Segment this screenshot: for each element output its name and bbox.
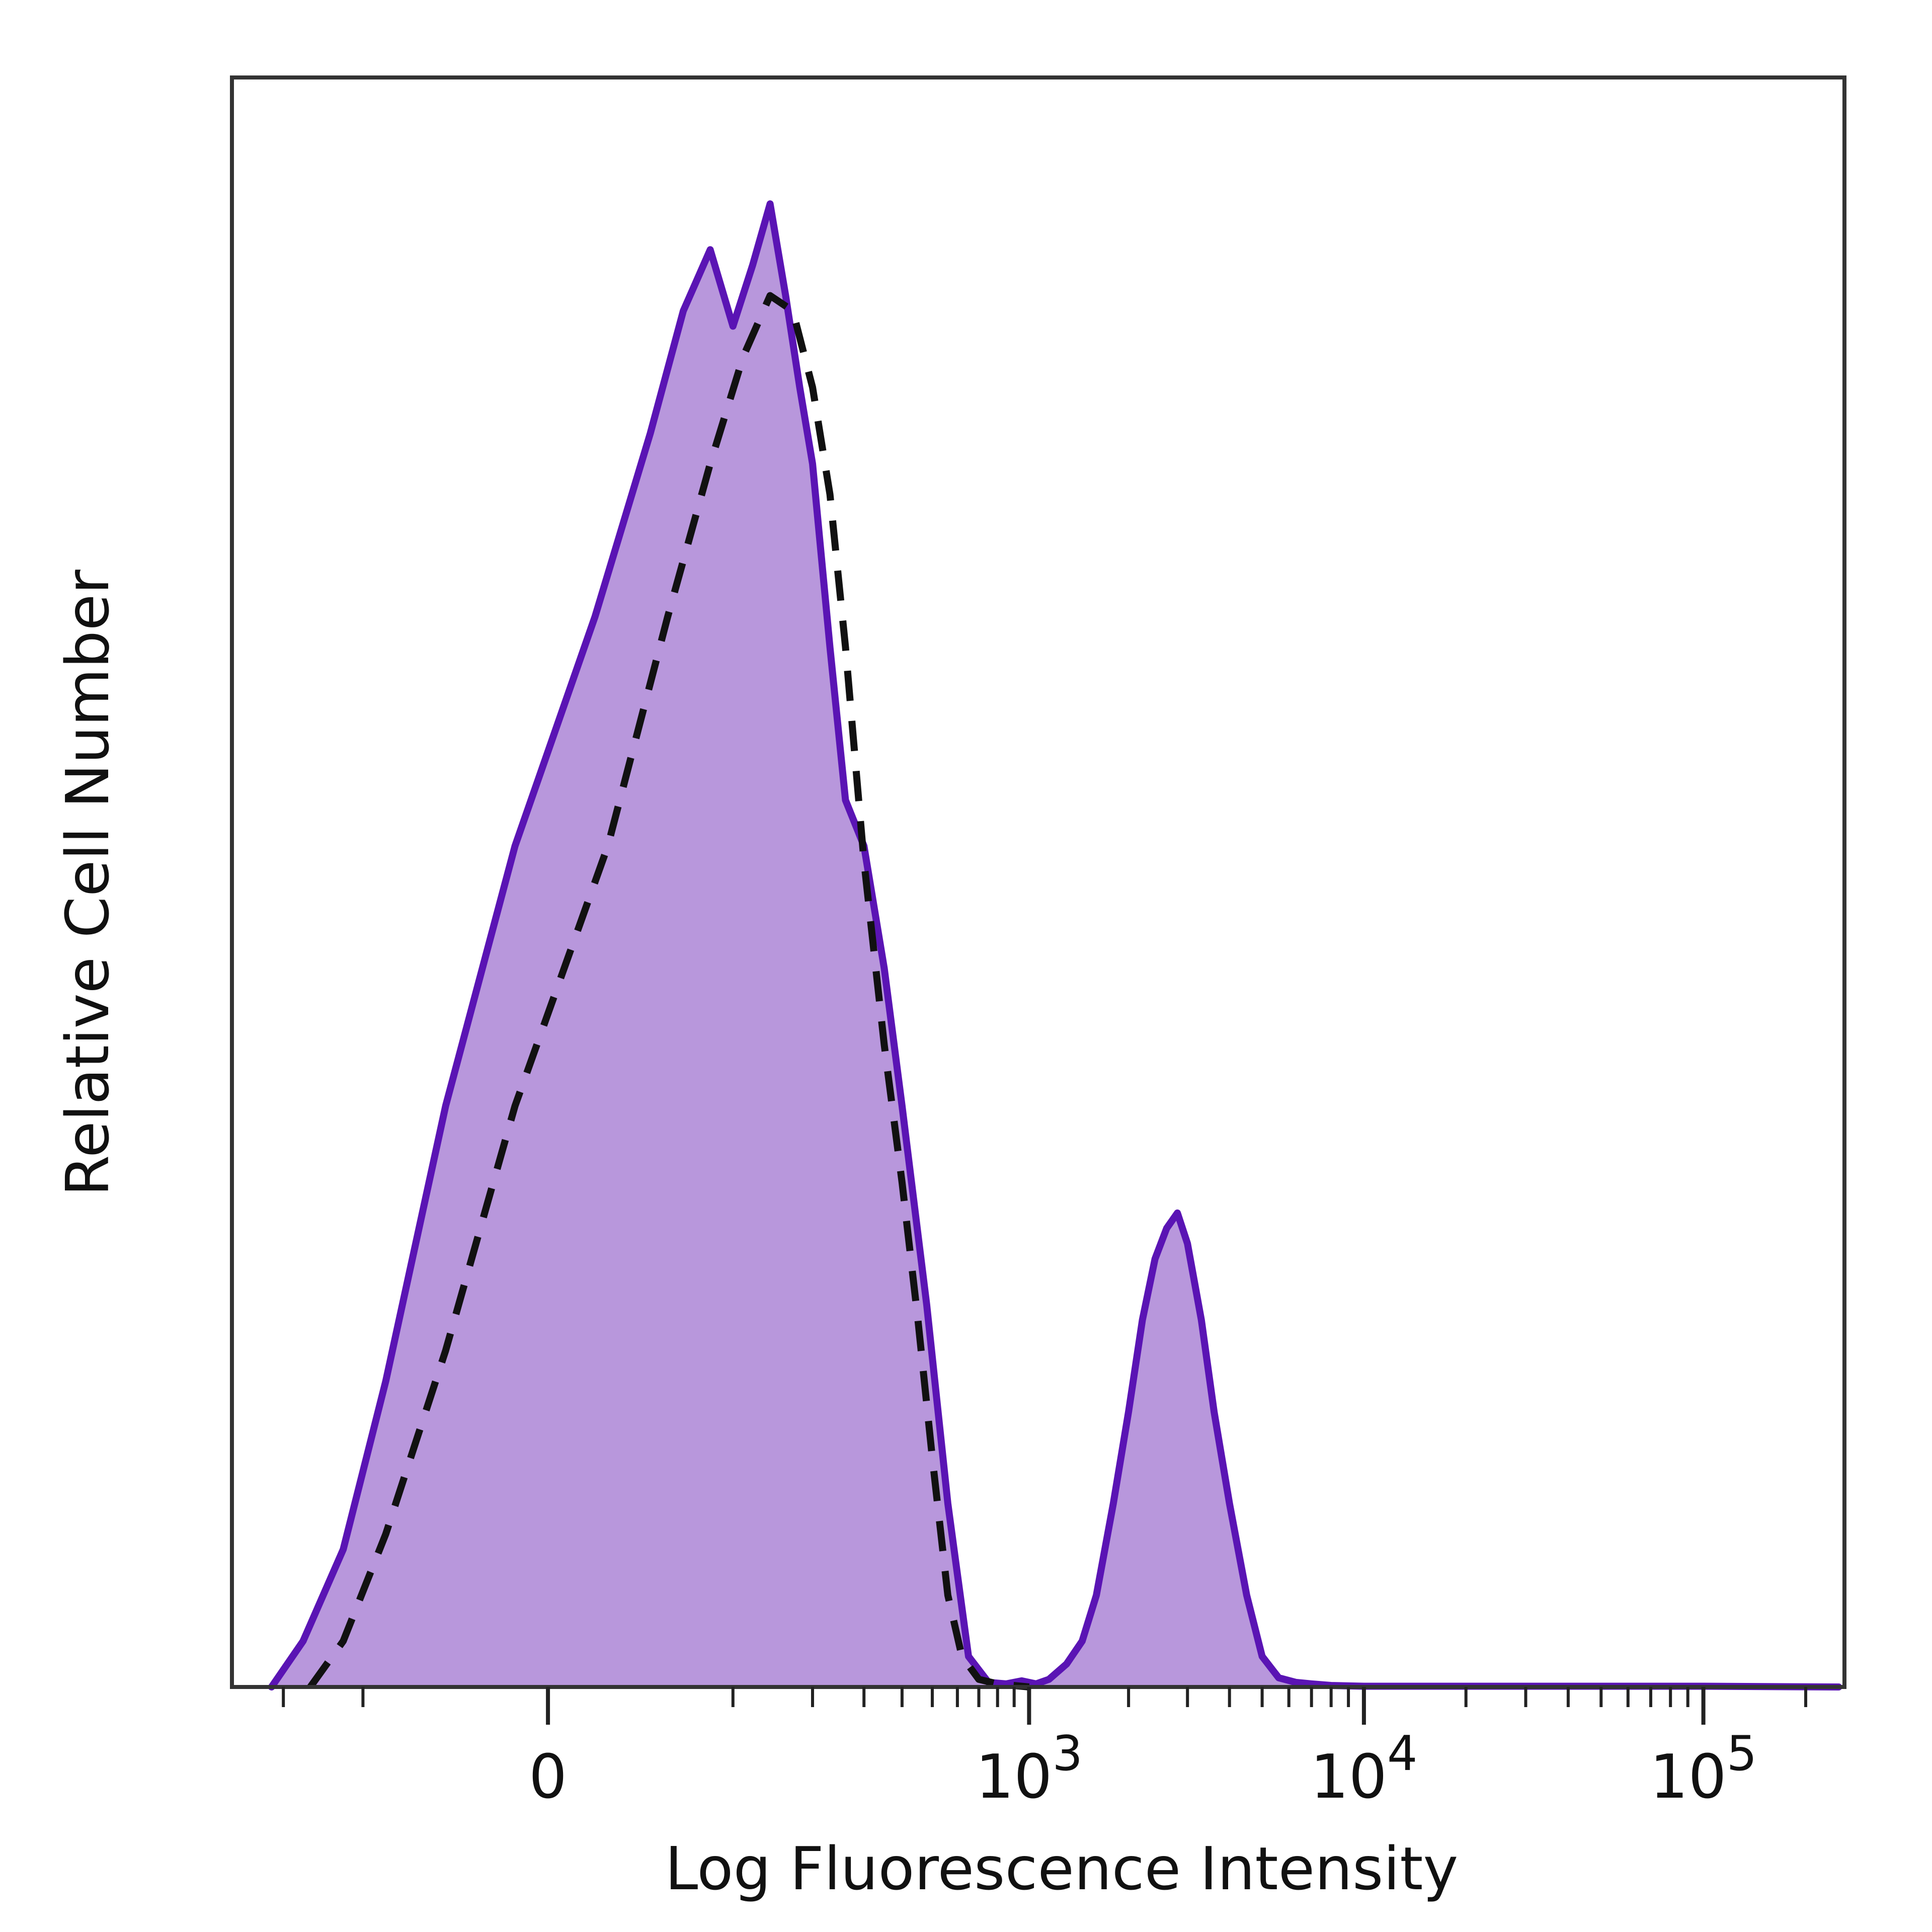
series-1-dashed-line	[307, 292, 1030, 1691]
series-0-line	[268, 200, 1842, 1691]
plot-frame	[230, 75, 1846, 1689]
x-minor-ticks	[282, 1687, 1807, 1707]
x-tick-label-2: 104	[1310, 1726, 1417, 1812]
x-tick-label-0: 0	[529, 1742, 567, 1812]
series-0-area	[271, 204, 1839, 1687]
x-major-ticks	[546, 1687, 1706, 1725]
x-tick-label-1: 103	[976, 1726, 1083, 1812]
x-axis-title: Log Fluorescence Intensity	[665, 1834, 1459, 1903]
x-tick-labels: 0 103 104 105	[529, 1726, 1757, 1812]
x-tick-label-3: 105	[1650, 1726, 1757, 1812]
y-axis-title: Relative Cell Number	[53, 570, 122, 1196]
